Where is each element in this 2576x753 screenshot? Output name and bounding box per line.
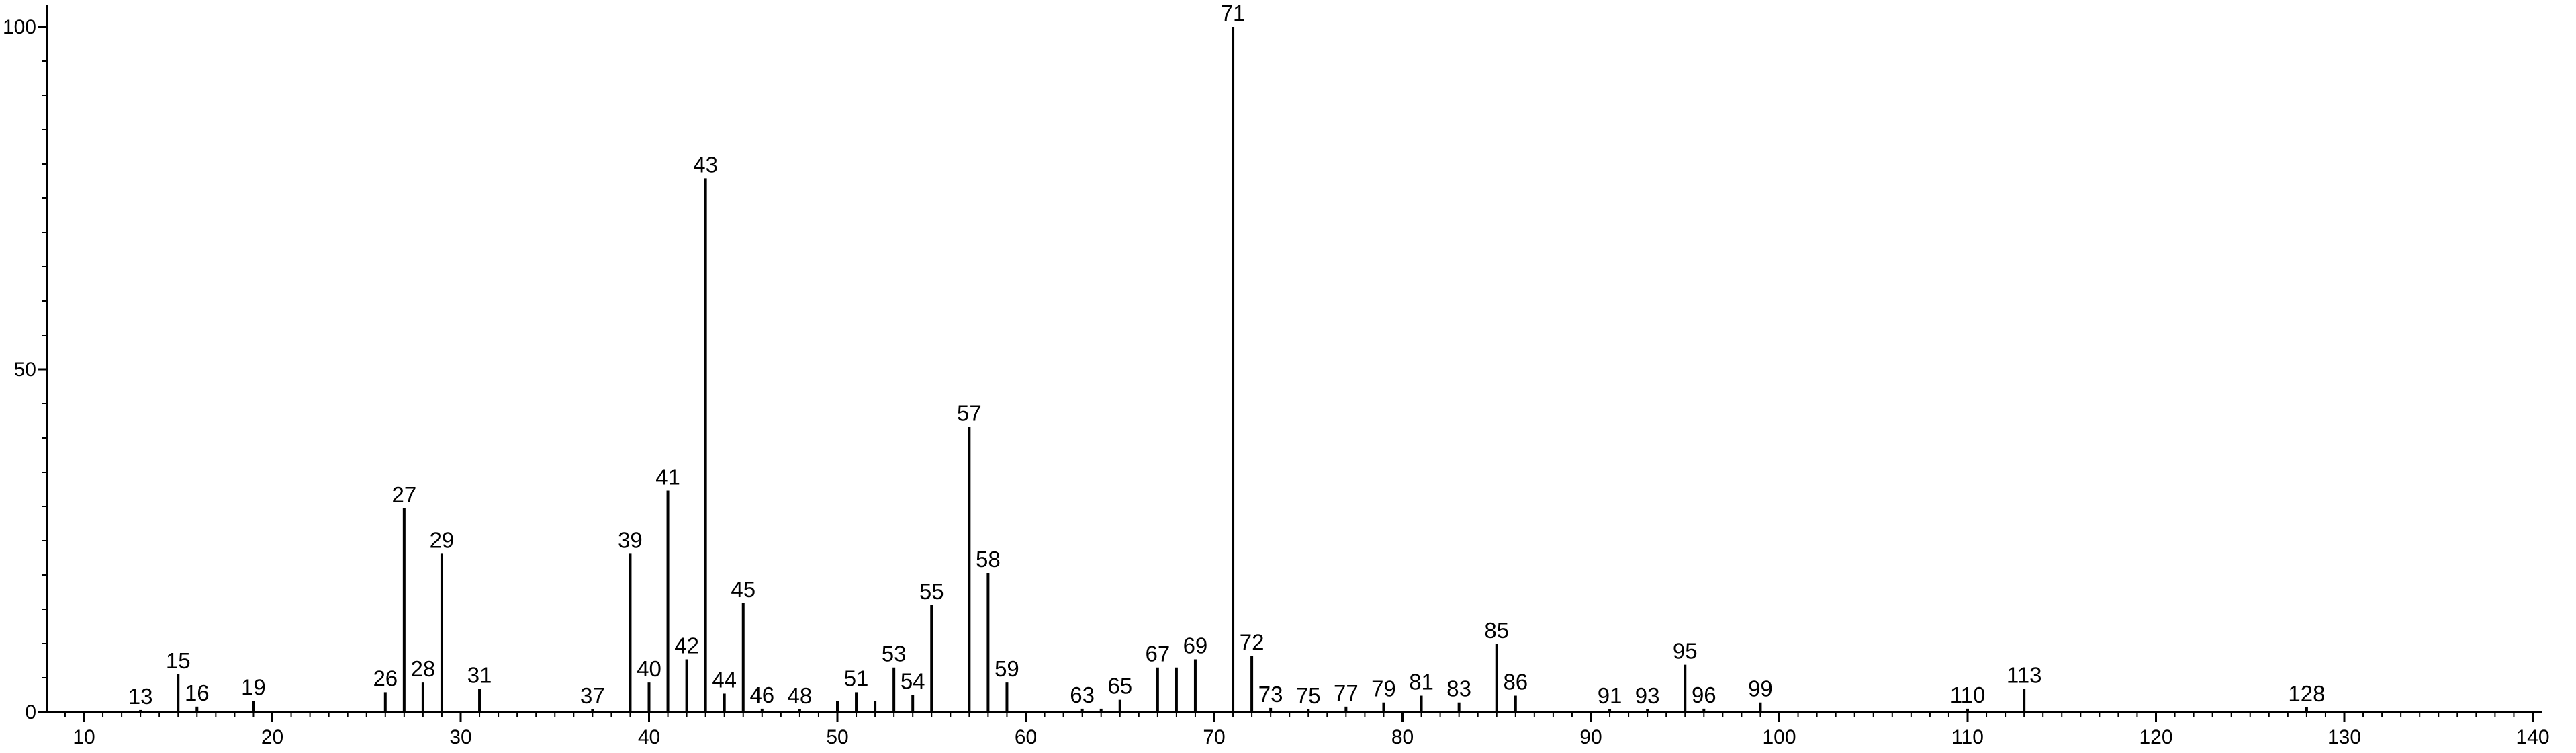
peak-label: 83: [1446, 676, 1471, 701]
peak-label: 81: [1409, 670, 1434, 695]
peak-label: 58: [976, 547, 1001, 572]
peak-label: 54: [901, 669, 925, 694]
x-tick-label: 60: [1015, 726, 1037, 748]
peak-label: 73: [1258, 682, 1283, 707]
peak-label: 45: [731, 577, 755, 602]
peak-label: 55: [919, 579, 944, 604]
peak-label: 79: [1371, 676, 1396, 701]
peak-label: 39: [618, 527, 643, 552]
peak-label: 99: [1748, 676, 1773, 701]
peak-label: 67: [1145, 641, 1170, 666]
peak-label: 16: [185, 680, 210, 705]
x-tick-label: 130: [2328, 726, 2361, 748]
peak-label: 91: [1598, 683, 1622, 708]
peak-label: 95: [1673, 639, 1698, 664]
peak-label: 48: [788, 683, 813, 708]
peak-label: 69: [1183, 633, 1208, 658]
peak-label: 43: [693, 152, 718, 177]
x-tick-label: 80: [1391, 726, 1414, 748]
peak-label: 41: [655, 465, 680, 490]
peak-label: 19: [241, 675, 266, 700]
x-tick-label: 90: [1579, 726, 1602, 748]
peak-label: 77: [1334, 680, 1359, 705]
peak-label: 40: [637, 656, 661, 681]
peak-label: 29: [430, 527, 455, 552]
peak-label: 113: [2007, 662, 2042, 687]
peak-label: 86: [1503, 670, 1528, 695]
x-tick-label: 50: [826, 726, 848, 748]
peak-label: 37: [580, 683, 605, 708]
x-tick-label: 70: [1203, 726, 1225, 748]
peak-label: 96: [1692, 682, 1716, 707]
x-tick-label: 110: [1951, 726, 1984, 748]
peak-label: 31: [467, 662, 492, 687]
y-tick-label: 50: [14, 359, 36, 381]
x-tick-label: 140: [2516, 726, 2549, 748]
peak-label: 85: [1484, 618, 1509, 643]
y-tick-label: 100: [3, 16, 36, 38]
peak-label: 63: [1070, 682, 1095, 707]
peak-label: 59: [995, 656, 1019, 681]
peak-label: 57: [957, 401, 982, 426]
peak-label: 51: [844, 666, 869, 691]
peak-label: 53: [882, 641, 907, 666]
x-tick-label: 100: [1762, 726, 1796, 748]
peak-label: 42: [674, 633, 699, 658]
peak-label: 44: [712, 667, 737, 692]
peaks: [139, 27, 2308, 712]
ticks: 0 50 100 10 20 30 40 50 60 70 80 90 100 110 120 130 140: [3, 16, 2550, 748]
peak-label: 75: [1296, 683, 1321, 708]
peak-label: 71: [1221, 1, 1246, 26]
peak-label: 110: [1950, 682, 1986, 707]
peak-label: 65: [1107, 674, 1132, 699]
x-tick-label: 40: [638, 726, 660, 748]
y-tick-label: 0: [25, 701, 36, 723]
peak-label: 26: [373, 666, 398, 691]
peak-label: 13: [128, 684, 153, 709]
peak-label: 27: [392, 482, 416, 507]
peak-label: 93: [1635, 683, 1660, 708]
peak-label: 128: [2288, 681, 2325, 706]
peak-label: 15: [166, 648, 191, 673]
x-tick-label: 30: [449, 726, 471, 748]
x-tick-label: 10: [73, 726, 95, 748]
axes: [46, 5, 2542, 713]
peak-label: 28: [411, 656, 436, 681]
peak-label: 46: [749, 682, 774, 707]
peak-label: 72: [1240, 629, 1264, 654]
x-tick-label: 20: [261, 726, 283, 748]
peak-labels: 13 15 16 19 26 27 28 29 31 37 39 40 41 42 43 44 45 46 48 51…: [128, 1, 2326, 709]
x-tick-label: 120: [2139, 726, 2172, 748]
